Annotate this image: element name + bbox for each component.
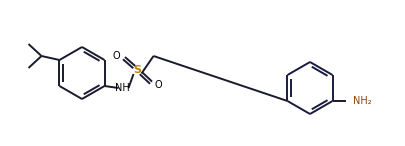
Text: NH: NH: [115, 83, 130, 93]
Text: S: S: [133, 65, 141, 75]
Text: O: O: [154, 80, 162, 90]
Text: NH₂: NH₂: [352, 96, 370, 106]
Text: O: O: [113, 51, 120, 61]
